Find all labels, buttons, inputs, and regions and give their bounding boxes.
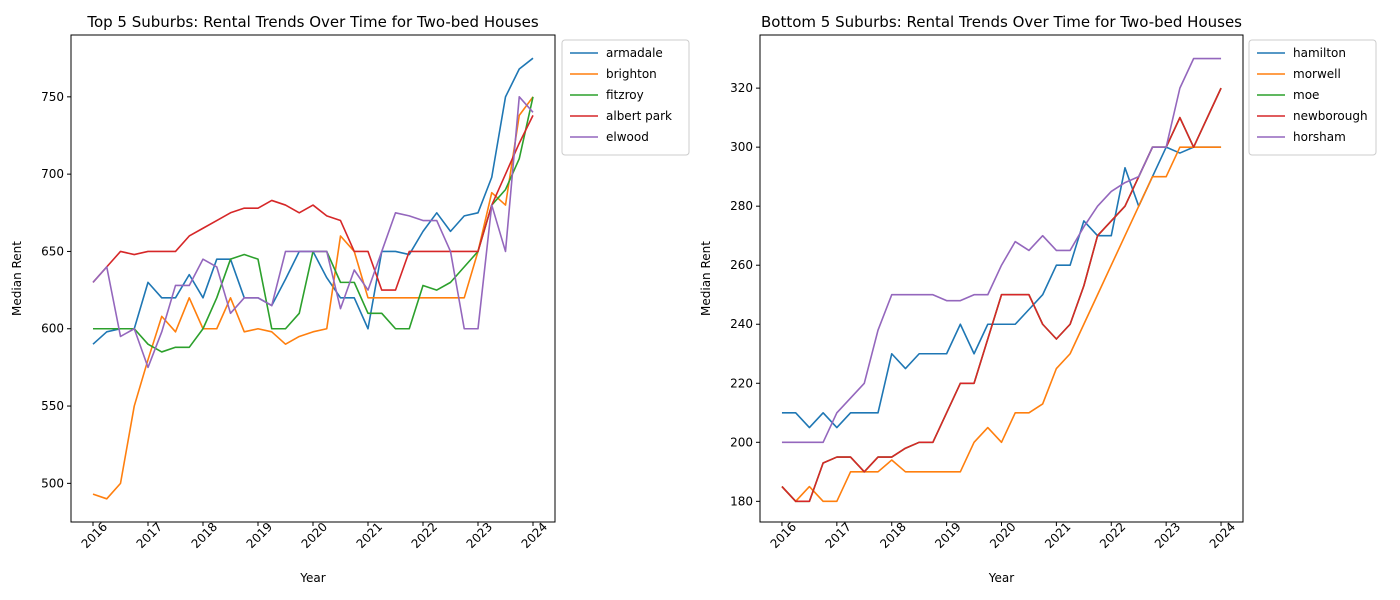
x-tick-label: 2018 <box>189 520 220 551</box>
chart-panel-1: Top 5 Suburbs: Rental Trends Over Time f… <box>10 13 690 585</box>
x-tick-label: 2024 <box>1207 520 1238 551</box>
x-tick-label: 2023 <box>464 520 495 551</box>
y-tick-label: 750 <box>41 90 64 104</box>
y-axis-label: Median Rent <box>10 241 24 316</box>
y-tick-label: 600 <box>41 322 64 336</box>
chart-panel-2: Bottom 5 Suburbs: Rental Trends Over Tim… <box>699 13 1377 585</box>
legend-label-horsham: horsham <box>1293 130 1346 144</box>
legend-label-brighton: brighton <box>606 67 657 81</box>
series-line-hamilton <box>781 146 1222 429</box>
y-tick-label: 260 <box>730 258 753 272</box>
x-tick-label: 2023 <box>1152 520 1183 551</box>
x-tick-label: 2022 <box>1097 520 1128 551</box>
chart-title: Top 5 Suburbs: Rental Trends Over Time f… <box>86 13 538 31</box>
x-tick-label: 2016 <box>79 520 110 551</box>
y-tick-label: 500 <box>41 476 64 490</box>
series-group <box>92 57 534 500</box>
y-axis-label: Median Rent <box>699 241 713 316</box>
series-line-fitzroy <box>93 96 534 353</box>
legend-label-albert-park: albert park <box>606 109 672 123</box>
legend: armadale brighton fitzroy albert park elwood <box>561 39 690 156</box>
x-tick-label: 2017 <box>823 520 854 551</box>
y-tick-label: 650 <box>41 244 64 258</box>
y-tick-label: 240 <box>730 317 753 331</box>
y-tick-label: 220 <box>730 376 753 390</box>
y-tick-label: 180 <box>730 494 753 508</box>
legend-box <box>561 39 690 156</box>
x-tick-label: 2020 <box>299 520 330 551</box>
legend-label-hamilton: hamilton <box>1293 46 1346 60</box>
legend-label-elwood: elwood <box>606 130 649 144</box>
series-line-albert-park <box>92 115 534 291</box>
plot-frame <box>70 34 556 523</box>
legend: hamilton morwell moe newborough horsham <box>1248 39 1377 156</box>
series-line-morwell <box>781 146 1222 503</box>
series-line-newborough <box>781 87 1222 503</box>
legend-label-fitzroy: fitzroy <box>606 88 644 102</box>
series-line-horsham <box>781 57 1222 444</box>
x-tick-label: 2020 <box>987 520 1018 551</box>
series-line-brighton <box>92 96 534 500</box>
legend-label-moe: moe <box>1293 88 1319 102</box>
plot-frame <box>759 34 1244 523</box>
y-tick-label: 700 <box>41 167 64 181</box>
chart-title: Bottom 5 Suburbs: Rental Trends Over Tim… <box>761 13 1242 31</box>
x-axis-label: Year <box>299 571 325 585</box>
y-tick-label: 280 <box>730 199 753 213</box>
x-tick-label: 2019 <box>244 520 275 551</box>
x-tick-label: 2022 <box>409 520 440 551</box>
x-axis-label: Year <box>988 571 1014 585</box>
y-tick-label: 320 <box>730 81 753 95</box>
legend-label-morwell: morwell <box>1293 67 1341 81</box>
x-tick-label: 2017 <box>134 520 165 551</box>
y-tick-label: 300 <box>730 140 753 154</box>
y-tick-label: 200 <box>730 435 753 449</box>
legend-box <box>1248 39 1377 156</box>
x-tick-label: 2018 <box>877 520 908 551</box>
series-line-elwood <box>92 96 534 369</box>
x-tick-label: 2019 <box>932 520 963 551</box>
legend-label-newborough: newborough <box>1293 109 1368 123</box>
x-tick-label: 2024 <box>519 520 550 551</box>
series-group <box>781 57 1222 503</box>
x-tick-label: 2016 <box>768 520 799 551</box>
series-line-armadale <box>92 57 534 345</box>
legend-label-armadale: armadale <box>606 46 663 60</box>
x-tick-label: 2021 <box>354 520 385 551</box>
x-tick-label: 2021 <box>1042 520 1073 551</box>
y-tick-label: 550 <box>41 399 64 413</box>
